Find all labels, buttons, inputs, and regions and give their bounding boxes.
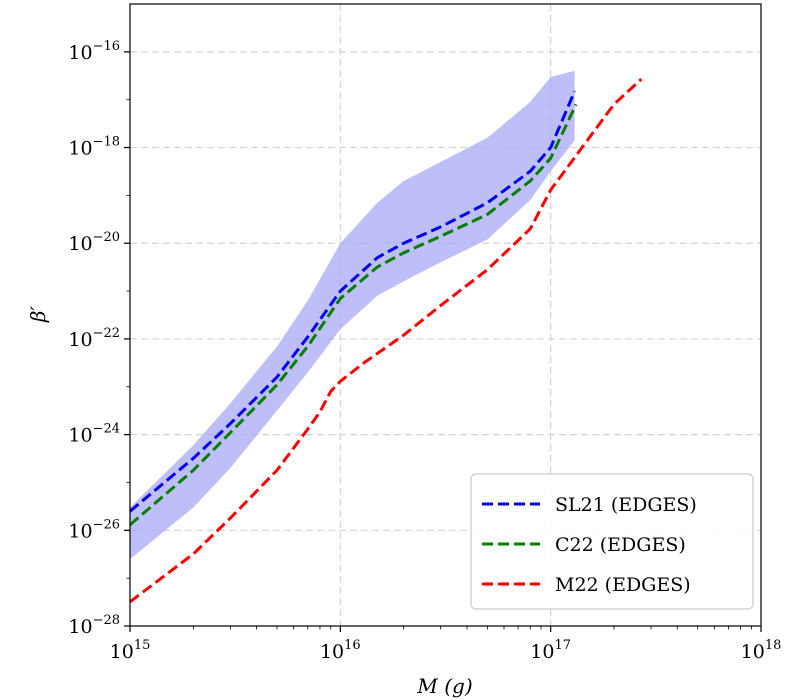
x-tick-label: 1015 — [110, 638, 151, 663]
legend: SL21 (EDGES) C22 (EDGES) M22 (EDGES) — [470, 473, 754, 610]
legend-label: SL21 (EDGES) — [555, 494, 697, 516]
legend-label: M22 (EDGES) — [555, 574, 691, 596]
y-tick-label: 10−18 — [68, 135, 120, 160]
uncertainty-band — [130, 70, 575, 560]
series-layer — [129, 77, 643, 604]
y-tick-label: 10−22 — [68, 326, 120, 351]
x-tick-label: 1018 — [741, 638, 782, 663]
series-line-sl21-edges — [129, 90, 577, 513]
plot-frame — [129, 3, 762, 627]
x-tick-label: 1016 — [320, 638, 361, 663]
tick-layer: 1015 1016 1017 1018 10−28 10−26 10−24 10−22 10−2… — [68, 39, 781, 663]
x-tick-label: 1017 — [530, 638, 571, 663]
y-tick-label: 10−28 — [68, 613, 120, 638]
y-axis-label: β′ — [26, 305, 50, 323]
series-line-m22-edges — [129, 77, 643, 604]
y-tick-label: 10−26 — [68, 517, 120, 542]
series-line-c22-edges — [129, 103, 578, 526]
legend-box — [470, 473, 754, 610]
legend-label: C22 (EDGES) — [555, 534, 686, 556]
y-tick-label: 10−16 — [68, 39, 120, 64]
x-axis-label: M (g) — [416, 674, 472, 698]
y-tick-label: 10−24 — [68, 422, 120, 447]
uncertainty-band-layer — [130, 70, 575, 560]
y-tick-label: 10−20 — [68, 230, 120, 255]
